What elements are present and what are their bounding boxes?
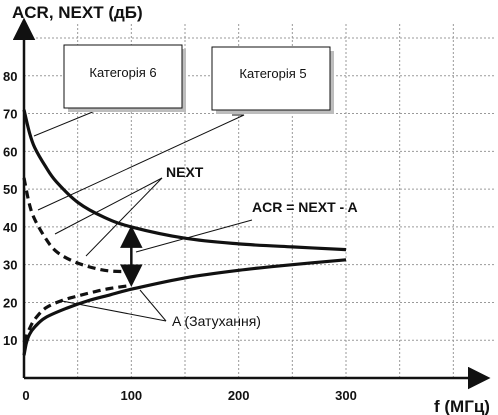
x-tick-label: 0 [22,388,29,403]
x-tick-label: 300 [335,388,357,403]
y-tick-labels: 10 20 30 40 50 60 70 80 [3,69,17,348]
next-leader-2 [85,177,163,257]
acr-annotation: ACR = NEXT - A [120,199,358,287]
attenuation-leader-1 [61,300,167,322]
y-tick-label: 30 [3,258,17,273]
series-cat5-attenuation-line [22,283,132,343]
y-tick-label: 20 [3,295,17,310]
series [22,109,347,356]
y-axis-title: ACR, NEXT (дБ) [12,3,143,22]
cat5-callout-box [211,46,331,111]
cat5-callout-label: Категорія 5 [239,66,306,81]
cat6-callout: Категорія 6 [63,44,186,112]
cat5-callout: Категорія 5 [211,46,334,114]
acr-leader [135,219,253,253]
x-tick-label: 100 [120,388,142,403]
y-tick-label: 10 [3,333,17,348]
series-cat6-next-line [22,109,347,252]
attenuation-annotation: A (Затухання) [61,289,261,329]
y-tick-label: 50 [3,182,17,197]
y-tick-label: 60 [3,144,17,159]
cat6-callout-box [63,44,183,109]
y-tick-label: 70 [3,107,17,122]
next-label: NEXT [166,164,204,180]
grid [24,24,496,378]
series-cat5-next-line [22,177,132,274]
x-tick-labels: 0 100 200 300 [22,388,356,403]
callout-leaders [33,110,245,211]
y-tick-label: 40 [3,220,17,235]
next-annotation: NEXT [54,164,204,257]
cat6-leader [33,110,96,137]
attenuation-label: A (Затухання) [172,313,261,329]
cat5-leader [37,114,245,211]
x-tick-label: 200 [228,388,250,403]
acr-label: ACR = NEXT - A [252,199,358,215]
series-cat6-attenuation-line [22,258,347,356]
attenuation-leader-2 [139,289,167,322]
cat6-callout-label: Категорія 6 [89,65,156,80]
y-tick-label: 80 [3,69,17,84]
x-axis-title: f (МГц) [434,397,490,415]
next-leader-1 [54,177,163,235]
